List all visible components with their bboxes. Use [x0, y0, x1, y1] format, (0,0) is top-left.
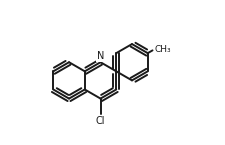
Text: N: N — [97, 51, 104, 61]
Text: CH₃: CH₃ — [155, 46, 171, 55]
Text: Cl: Cl — [96, 116, 105, 126]
